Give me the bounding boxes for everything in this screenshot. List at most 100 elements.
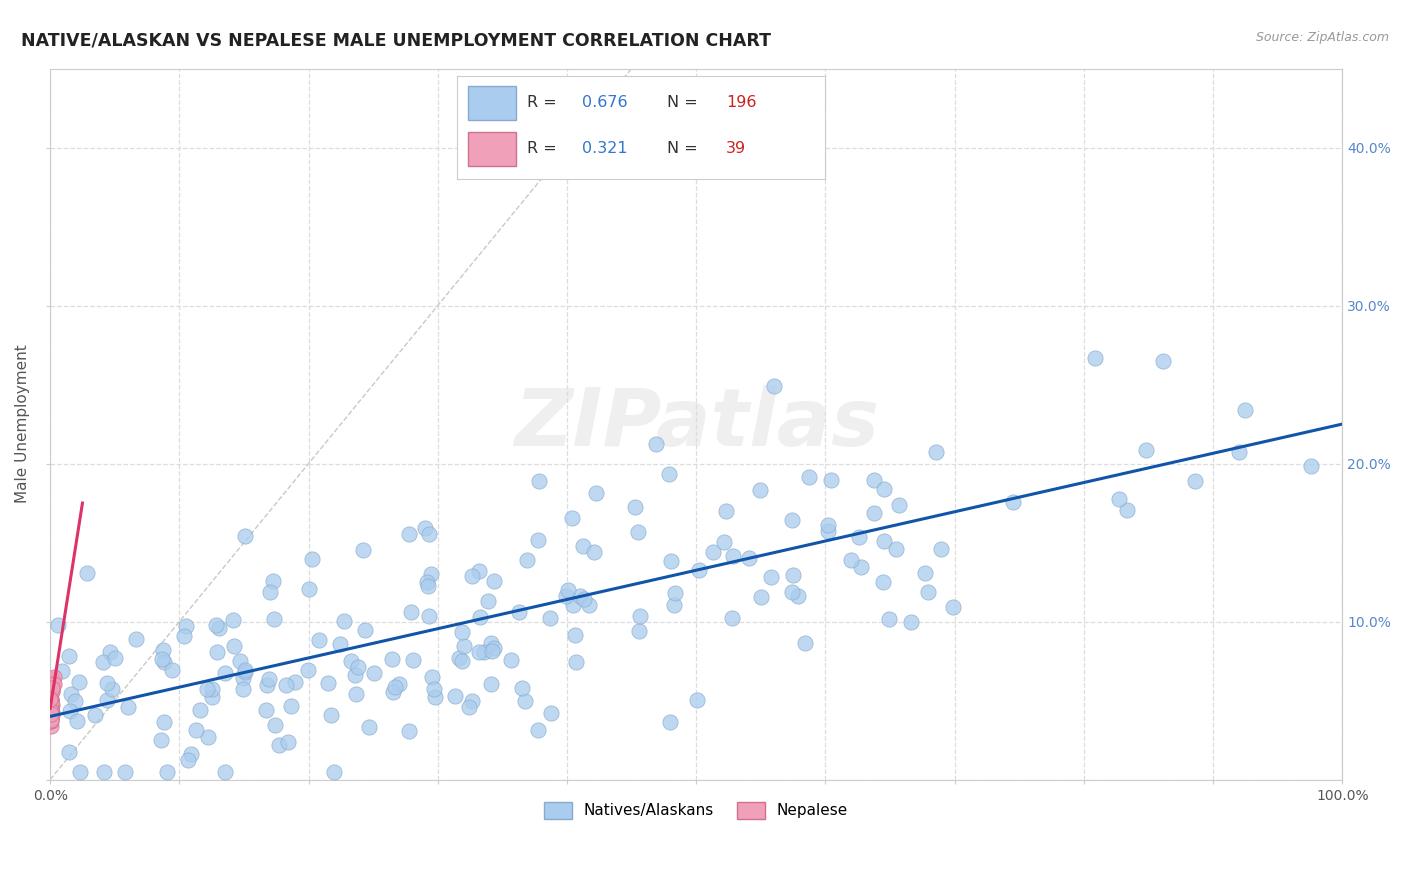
Point: [797, 470, 820, 484]
Point: [39, 706, 62, 720]
Point: [229, 654, 252, 668]
Point: [67, 674, 90, 689]
Point: [160, 663, 183, 677]
Point: [41, 674, 63, 689]
Point: [353, 543, 375, 558]
Point: [214, 666, 236, 681]
Point: [204, 617, 226, 632]
Point: [540, 706, 562, 720]
Point: [152, 715, 174, 730]
Point: [571, 539, 593, 553]
Point: [222, 613, 245, 627]
Point: [41, 680, 63, 694]
Point: [538, 611, 561, 625]
Point: [357, 720, 380, 734]
Point: [76, 566, 98, 581]
Point: [461, 693, 484, 707]
Point: [39, 692, 62, 706]
Point: [117, 699, 139, 714]
Point: [39, 702, 62, 716]
Point: [658, 715, 681, 730]
Point: [658, 467, 681, 482]
Point: [125, 632, 148, 647]
Point: [879, 612, 901, 626]
Point: [453, 640, 475, 654]
Point: [39, 706, 62, 721]
Point: [1084, 351, 1107, 366]
Point: [513, 694, 536, 708]
Point: [323, 764, 346, 779]
Point: [721, 549, 744, 563]
Point: [39, 714, 62, 728]
Point: [468, 610, 491, 624]
Point: [39, 714, 62, 728]
Point: [205, 644, 228, 658]
Point: [344, 687, 367, 701]
Point: [516, 553, 538, 567]
Point: [398, 724, 420, 739]
Point: [66, 714, 89, 729]
Point: [645, 437, 668, 451]
Point: [308, 633, 330, 648]
Point: [188, 703, 211, 717]
Point: [39, 702, 62, 716]
Point: [232, 682, 254, 697]
Point: [780, 584, 803, 599]
Point: [418, 608, 440, 623]
Point: [208, 621, 231, 635]
Point: [104, 650, 127, 665]
Point: [333, 614, 356, 628]
Point: [284, 675, 307, 690]
Point: [263, 717, 285, 731]
Point: [39, 681, 62, 696]
Point: [232, 672, 254, 686]
Point: [184, 723, 207, 737]
Point: [820, 473, 842, 487]
Point: [233, 665, 256, 679]
Point: [39, 676, 62, 690]
Point: [149, 732, 172, 747]
Point: [702, 544, 724, 558]
Point: [297, 663, 319, 677]
Point: [69, 764, 91, 779]
Point: [482, 574, 505, 588]
Point: [931, 541, 953, 556]
Point: [180, 747, 202, 761]
Point: [461, 569, 484, 583]
Point: [418, 526, 440, 541]
Point: [557, 583, 579, 598]
Point: [561, 598, 583, 612]
Point: [197, 730, 219, 744]
Point: [583, 545, 606, 559]
Legend: Natives/Alaskans, Nepalese: Natives/Alaskans, Nepalese: [538, 796, 855, 825]
Point: [664, 598, 686, 612]
Point: [214, 764, 236, 779]
Point: [664, 586, 686, 600]
Point: [41, 705, 63, 719]
Point: [780, 512, 803, 526]
Point: [39, 692, 62, 706]
Point: [402, 653, 425, 667]
Point: [267, 738, 290, 752]
Point: [501, 653, 523, 667]
Point: [59, 704, 82, 718]
Point: [738, 550, 761, 565]
Point: [101, 682, 124, 697]
Point: [399, 606, 422, 620]
Point: [39, 719, 62, 733]
Point: [39, 693, 62, 707]
Text: ZIPatlas: ZIPatlas: [513, 385, 879, 463]
Point: [873, 534, 896, 549]
Point: [96, 693, 118, 707]
Y-axis label: Male Unemployment: Male Unemployment: [15, 344, 30, 503]
Point: [482, 640, 505, 655]
Point: [527, 474, 550, 488]
Point: [420, 670, 443, 684]
Point: [763, 378, 786, 392]
Point: [39, 700, 62, 714]
Point: [716, 504, 738, 518]
Point: [329, 637, 352, 651]
Point: [1135, 443, 1157, 458]
Point: [298, 582, 321, 596]
Point: [41, 681, 63, 696]
